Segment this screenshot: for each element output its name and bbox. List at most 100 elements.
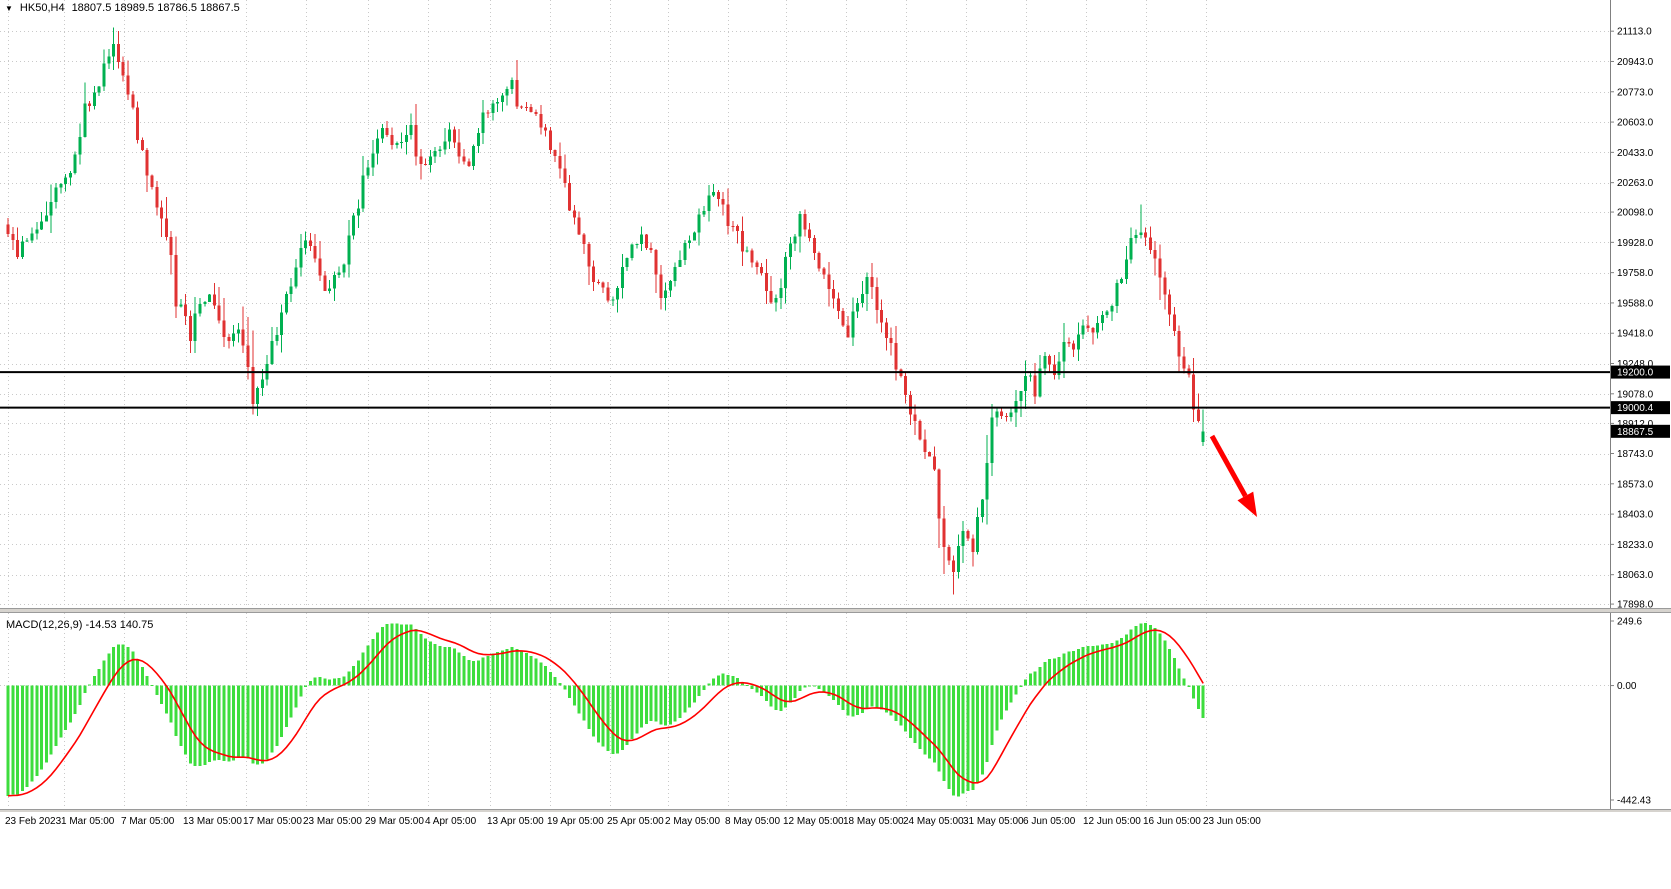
macd-histogram-bar: [1139, 623, 1143, 686]
macd-histogram-bar: [227, 685, 231, 762]
candle-body: [40, 221, 44, 230]
window-marker-icon[interactable]: ▼: [5, 3, 13, 13]
macd-histogram-bar: [817, 685, 821, 690]
macd-histogram-bar: [520, 651, 524, 686]
candle-body: [49, 202, 53, 216]
macd-histogram-bar: [169, 685, 173, 723]
candle-body: [673, 267, 677, 282]
macd-histogram-bar: [92, 675, 96, 686]
macd-histogram-bar: [246, 685, 250, 759]
candle-body: [817, 252, 821, 269]
macd-histogram-bar: [371, 639, 375, 686]
candle-body: [1120, 278, 1124, 283]
candle-body: [712, 191, 716, 196]
price-axis[interactable]: 21113.0 20943.0 20773.0 20603.0 20433.0 20263…: [1610, 0, 1670, 608]
time-axis-label: 23 Jun 05:00: [1203, 816, 1261, 827]
candle-body: [932, 456, 936, 470]
macd-histogram-bar: [1009, 685, 1013, 703]
macd-histogram-bar: [841, 685, 845, 711]
macd-histogram-bar: [481, 657, 485, 686]
time-axis-label: 31 May 05:00: [963, 816, 1024, 827]
macd-histogram-bar: [649, 685, 653, 722]
candle-body: [1043, 356, 1047, 369]
macd-histogram-bar: [779, 685, 783, 711]
arrow-object-head[interactable]: [1237, 491, 1257, 517]
macd-histogram-bar: [1091, 646, 1095, 686]
macd-axis[interactable]: 249.6 0.00 -442.43: [1610, 613, 1651, 809]
macd-histogram-bar: [236, 685, 240, 758]
candle-body: [918, 420, 922, 440]
candle-body: [860, 293, 864, 303]
macd-histogram-bar: [995, 685, 999, 731]
panel-splitter[interactable]: [0, 608, 1671, 613]
macd-histogram-bar: [443, 647, 447, 686]
macd-histogram-bar: [630, 685, 634, 739]
candle-body: [1091, 327, 1095, 333]
candle-body: [313, 245, 317, 259]
candle-body: [390, 134, 394, 146]
macd-histogram-bar: [961, 685, 965, 794]
time-axis-label: 23 Feb 2023: [5, 816, 62, 827]
time-axis[interactable]: 23 Feb 2023 1 Mar 05:00 7 Mar 05:00 13 Mar …: [0, 812, 1671, 832]
macd-histogram-bar: [193, 685, 197, 767]
candle-body: [1168, 294, 1172, 315]
candle-body: [232, 333, 236, 341]
macd-histogram-bar: [510, 646, 514, 686]
candle-body: [716, 191, 720, 199]
macd-histogram-bar: [116, 644, 120, 686]
candle-body: [352, 215, 356, 236]
macd-histogram-bar: [6, 685, 10, 796]
time-axis-label: 7 Mar 05:00: [121, 816, 175, 827]
candle-body: [904, 375, 908, 395]
candle-body: [875, 287, 879, 311]
macd-histogram-bar: [155, 685, 159, 695]
candle-body: [563, 168, 567, 183]
candle-body: [1139, 232, 1143, 236]
candle-body: [683, 242, 687, 260]
macd-histogram-bar: [20, 685, 24, 791]
candle-body: [1153, 250, 1157, 259]
arrow-object-shaft[interactable]: [1209, 434, 1248, 498]
macd-histogram-bar: [803, 685, 807, 688]
macd-histogram-bar: [740, 681, 744, 686]
candle-body: [236, 329, 240, 334]
candle-body: [606, 287, 610, 301]
candle-body: [332, 274, 336, 289]
macd-histogram-bar: [784, 685, 788, 708]
macd-histogram-bar: [563, 685, 567, 690]
candle-body: [1033, 375, 1037, 397]
candle-body: [491, 103, 495, 114]
macd-histogram-bar: [472, 660, 476, 686]
macd-histogram-bar: [1124, 634, 1128, 686]
candle-body: [707, 195, 711, 211]
macd-indicator-panel[interactable]: MACD(12,26,9) -14.53 140.75 249.6 0.00 -44…: [0, 613, 1671, 809]
macd-histogram-bar: [884, 685, 888, 713]
candle-body: [145, 150, 149, 176]
macd-histogram-bar: [1110, 643, 1114, 686]
candle-body: [1182, 356, 1186, 369]
candle-body: [414, 125, 418, 157]
chart-objects[interactable]: [0, 371, 1610, 517]
candle-body: [1019, 390, 1023, 402]
chart-grid: [0, 0, 1610, 608]
price-tick-label: 20603.0: [1617, 118, 1654, 129]
macd-histogram-bar: [947, 685, 951, 789]
macd-histogram-bar: [323, 678, 327, 686]
time-axis-label: 8 May 05:00: [725, 816, 781, 827]
candle-body: [577, 217, 581, 235]
candle-body: [1148, 237, 1152, 251]
time-axis-label: 18 May 05:00: [843, 816, 904, 827]
candle-body: [208, 294, 212, 302]
candle-body: [635, 244, 639, 246]
main-price-chart[interactable]: 21113.0 20943.0 20773.0 20603.0 20433.0 20263…: [0, 0, 1671, 608]
candle-body: [558, 156, 562, 169]
price-tick-label: 18233.0: [1617, 540, 1654, 551]
price-tick-label: 18743.0: [1617, 449, 1654, 460]
candle-body: [59, 183, 63, 188]
candle-body: [1163, 277, 1167, 295]
macd-histogram-bar: [750, 685, 754, 689]
panel-splitter-2[interactable]: [0, 809, 1671, 812]
macd-histogram-bar: [1072, 650, 1076, 686]
candle-body: [140, 140, 144, 151]
macd-histogram-bar: [769, 685, 773, 707]
